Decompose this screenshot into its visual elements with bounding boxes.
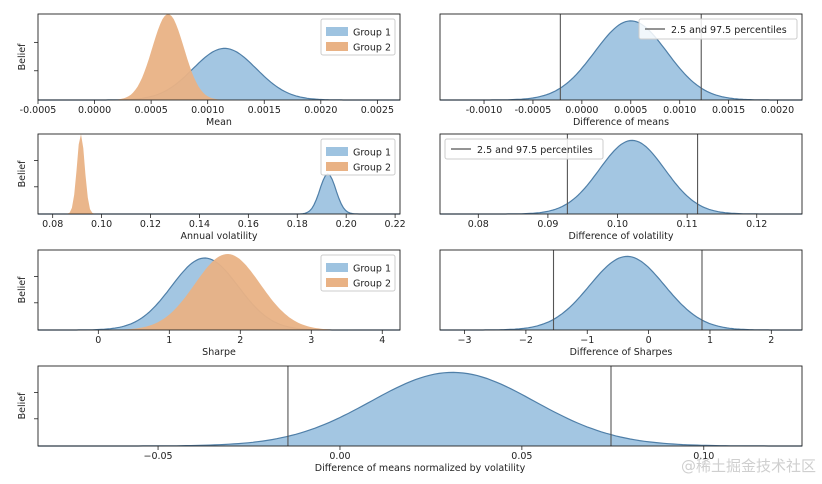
xtick-label-volatility-6: 0.20 bbox=[336, 219, 357, 230]
legend-swatch-mean-0 bbox=[326, 27, 348, 36]
xtick-label-diff_means-1: -0.0005 bbox=[515, 105, 552, 116]
xtick-label-sharpe-0: 0 bbox=[95, 335, 101, 346]
xtick-label-mean-5: 0.0020 bbox=[304, 105, 337, 116]
axes-frame-diff_sharpe bbox=[439, 249, 803, 331]
axes-frame-sharpe bbox=[37, 249, 401, 331]
axes-frame-diff_means bbox=[439, 13, 803, 101]
ylabel-effect_size: Belief bbox=[17, 392, 28, 419]
xtick-label-volatility-2: 0.12 bbox=[140, 219, 161, 230]
xtick-label-effect_size-2: 0.05 bbox=[511, 451, 532, 462]
panel-diff_sharpe: −3 −2 −1 0 1 2 Difference of Sharpes bbox=[439, 249, 803, 358]
xtick-label-diff_sharpe-4: 1 bbox=[707, 335, 713, 346]
panel-sharpe: 0 1 2 3 4 Sharpe Belief Group 1 Group 2 bbox=[17, 249, 401, 358]
ylabel-sharpe: Belief bbox=[17, 276, 28, 303]
ylabel-mean: Belief bbox=[17, 43, 28, 70]
xtick-label-diff_means-0: -0.0010 bbox=[466, 105, 503, 116]
xtick-label-effect_size-3: 0.10 bbox=[693, 451, 714, 462]
axes-frame-mean bbox=[37, 13, 401, 101]
density-area-mean-0 bbox=[38, 48, 400, 100]
legend-swatch-sharpe-0 bbox=[326, 263, 348, 272]
xtick-label-sharpe-4: 4 bbox=[379, 335, 385, 346]
legend-swatch-volatility-1 bbox=[326, 162, 348, 171]
xtick-label-diff_means-3: 0.0005 bbox=[614, 105, 647, 116]
xlabel-volatility: Annual volatility bbox=[181, 231, 258, 242]
xtick-label-effect_size-0: −0.05 bbox=[143, 451, 172, 462]
panel-mean: -0.0005 0.0000 0.0005 0.0010 0.0015 0.0020 0.0… bbox=[17, 13, 401, 128]
xtick-label-diff_sharpe-5: 2 bbox=[768, 335, 774, 346]
xtick-label-diff_vol-1: 0.09 bbox=[537, 219, 558, 230]
legend-label-volatility-0: Group 1 bbox=[353, 148, 391, 159]
legend-label-mean-1: Group 2 bbox=[353, 43, 391, 54]
xtick-label-mean-3: 0.0010 bbox=[191, 105, 224, 116]
xlabel-diff_sharpe: Difference of Sharpes bbox=[570, 347, 673, 358]
xtick-label-mean-2: 0.0005 bbox=[135, 105, 168, 116]
xtick-label-effect_size-1: 0.00 bbox=[329, 451, 350, 462]
xtick-label-diff_sharpe-0: −3 bbox=[458, 335, 472, 346]
xtick-label-diff_vol-0: 0.08 bbox=[468, 219, 489, 230]
density-area-volatility-0 bbox=[38, 174, 400, 214]
axes-frame-volatility bbox=[37, 133, 401, 215]
density-area-diff_vol-0 bbox=[440, 140, 802, 214]
xtick-label-diff_sharpe-1: −2 bbox=[519, 335, 533, 346]
xtick-label-mean-1: 0.0000 bbox=[78, 105, 111, 116]
ylabel-volatility: Belief bbox=[17, 160, 28, 187]
xtick-label-diff_vol-2: 0.10 bbox=[607, 219, 628, 230]
xtick-label-diff_means-4: 0.0010 bbox=[663, 105, 696, 116]
density-area-volatility-1 bbox=[38, 134, 400, 214]
xtick-label-volatility-3: 0.14 bbox=[189, 219, 210, 230]
xtick-label-volatility-7: 0.22 bbox=[385, 219, 406, 230]
legend-box-diff_means bbox=[638, 18, 798, 40]
xtick-label-diff_vol-4: 0.12 bbox=[746, 219, 767, 230]
xtick-label-volatility-1: 0.10 bbox=[91, 219, 112, 230]
legend-swatch-volatility-0 bbox=[326, 147, 348, 156]
axes-frame-diff_vol bbox=[439, 133, 803, 215]
xtick-label-sharpe-3: 3 bbox=[308, 335, 314, 346]
xtick-label-mean-6: 0.0025 bbox=[361, 105, 394, 116]
panel-diff_means: -0.0010 -0.0005 0.0000 0.0005 0.0010 0.0015 0.… bbox=[439, 13, 803, 128]
legend-label-sharpe-0: Group 1 bbox=[353, 264, 391, 275]
legend-label-diff_vol: 2.5 and 97.5 percentiles bbox=[477, 145, 593, 156]
xlabel-effect_size: Difference of means normalized by volati… bbox=[315, 463, 526, 474]
xtick-label-volatility-0: 0.08 bbox=[42, 219, 63, 230]
xtick-label-sharpe-2: 2 bbox=[237, 335, 243, 346]
legend-label-mean-0: Group 1 bbox=[353, 28, 391, 39]
legend-swatch-mean-1 bbox=[326, 42, 348, 51]
xtick-label-diff_means-6: 0.0020 bbox=[761, 105, 794, 116]
density-area-diff_sharpe-0 bbox=[440, 256, 802, 330]
xtick-label-diff_sharpe-3: 0 bbox=[646, 335, 652, 346]
legend-label-sharpe-1: Group 2 bbox=[353, 279, 391, 290]
xtick-label-mean-0: -0.0005 bbox=[20, 105, 57, 116]
density-area-effect_size-0 bbox=[38, 372, 802, 446]
density-area-diff_means-0 bbox=[440, 20, 802, 100]
xtick-label-volatility-5: 0.18 bbox=[287, 219, 308, 230]
xlabel-mean: Mean bbox=[206, 117, 232, 128]
legend-label-volatility-1: Group 2 bbox=[353, 163, 391, 174]
legend-box-diff_vol bbox=[444, 138, 604, 160]
panel-diff_vol: 0.08 0.09 0.10 0.11 0.12 Difference of volati… bbox=[439, 133, 803, 242]
watermark: @稀土掘金技术社区 bbox=[680, 457, 816, 475]
legend-swatch-sharpe-1 bbox=[326, 278, 348, 287]
legend-label-diff_means: 2.5 and 97.5 percentiles bbox=[671, 25, 787, 36]
axes-frame-effect_size bbox=[37, 365, 803, 447]
xtick-label-diff_means-5: 0.0015 bbox=[712, 105, 745, 116]
xlabel-diff_vol: Difference of volatility bbox=[568, 231, 673, 242]
density-area-sharpe-1 bbox=[38, 254, 400, 330]
panel-effect_size: −0.05 0.00 0.05 0.10 Difference of means nor… bbox=[17, 365, 803, 474]
xtick-label-mean-4: 0.0015 bbox=[248, 105, 281, 116]
density-line-volatility-0 bbox=[38, 173, 400, 215]
xtick-label-sharpe-1: 1 bbox=[166, 335, 172, 346]
xlabel-sharpe: Sharpe bbox=[202, 347, 236, 358]
xtick-label-diff_means-2: 0.0000 bbox=[565, 105, 598, 116]
xlabel-diff_means: Difference of means bbox=[573, 117, 669, 128]
panel-volatility: 0.08 0.10 0.12 0.14 0.16 0.18 0.20 0.22 Annual v… bbox=[17, 133, 406, 242]
xtick-label-diff_vol-3: 0.11 bbox=[677, 219, 698, 230]
xtick-label-diff_sharpe-2: −1 bbox=[580, 335, 594, 346]
xtick-label-volatility-4: 0.16 bbox=[238, 219, 259, 230]
